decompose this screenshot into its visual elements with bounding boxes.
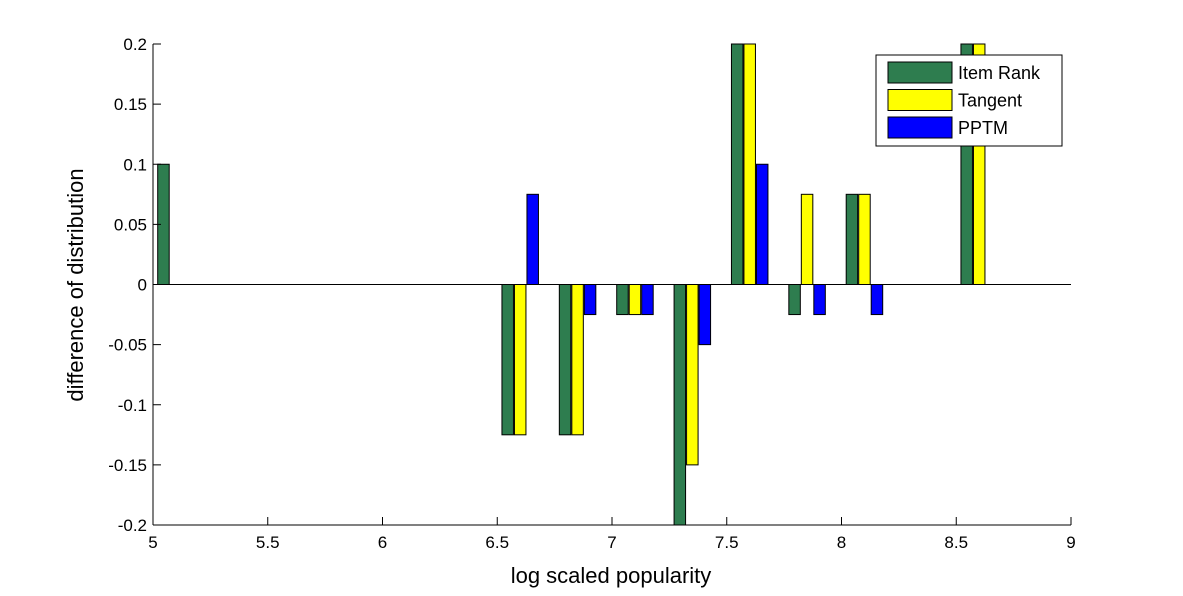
x-tick-label: 7 <box>607 533 616 552</box>
legend-label: PPTM <box>958 118 1008 138</box>
legend-label: Tangent <box>958 91 1022 111</box>
legend-swatch <box>887 116 953 139</box>
bar-item-rank <box>845 193 859 285</box>
legend-swatch <box>887 89 953 111</box>
x-tick-label: 5 <box>148 533 157 552</box>
bar-pptm <box>526 193 539 285</box>
bar-pptm <box>813 284 826 316</box>
bar-item-rank <box>558 284 572 436</box>
bar-pptm <box>698 284 712 346</box>
y-tick-label: 0.2 <box>123 35 147 54</box>
bar-item-rank <box>730 43 744 285</box>
bar-item-rank <box>788 284 801 316</box>
bar-item-rank <box>616 284 629 316</box>
bar-pptm <box>641 284 654 316</box>
bar-pptm <box>583 284 597 316</box>
bar-tangent <box>858 193 871 285</box>
x-tick-label: 6 <box>378 533 387 552</box>
y-tick-label: -0.2 <box>118 516 147 535</box>
legend-swatch <box>887 61 953 84</box>
y-tick-label: -0.15 <box>108 456 147 475</box>
x-tick-label: 5.5 <box>256 533 280 552</box>
y-axis-label: difference of distribution <box>63 168 88 401</box>
y-tick-label: 0.15 <box>114 95 147 114</box>
x-axis-label: log scaled popularity <box>511 563 712 588</box>
x-tick-label: 8.5 <box>944 533 968 552</box>
bar-tangent <box>513 284 527 436</box>
bar-pptm <box>870 284 884 316</box>
x-tick-label: 7.5 <box>715 533 739 552</box>
bar-item-rank <box>673 284 687 526</box>
bar-tangent <box>800 193 814 285</box>
x-tick-label: 9 <box>1066 533 1075 552</box>
bar-item-rank <box>501 284 514 436</box>
bar-tangent <box>628 284 642 316</box>
y-tick-label: -0.1 <box>118 396 147 415</box>
bar-tangent <box>686 284 699 466</box>
bar-tangent <box>571 284 584 436</box>
y-tick-label: -0.05 <box>108 336 147 355</box>
legend-label: Item Rank <box>958 63 1041 83</box>
bar-tangent <box>743 43 756 285</box>
x-tick-label: 6.5 <box>485 533 509 552</box>
axes-layer: 5 5.5 6 6.5 7 7.5 8 8.5 9 0.2 0.15 0.1 0.05 0 -0.05 -0.… <box>108 35 1075 552</box>
bar-pptm <box>755 163 769 285</box>
y-tick-label: 0 <box>138 276 147 295</box>
y-tick-label: 0.05 <box>114 215 147 234</box>
legend: Item Rank Tangent PPTM <box>875 54 1063 147</box>
y-tick-label: 0.1 <box>123 155 147 174</box>
x-tick-label: 8 <box>837 533 846 552</box>
